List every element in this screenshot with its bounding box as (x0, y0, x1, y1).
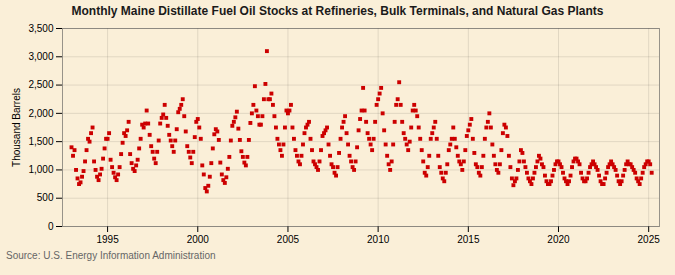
svg-text:2000: 2000 (187, 234, 210, 245)
svg-text:0: 0 (48, 221, 54, 232)
svg-text:2005: 2005 (277, 234, 300, 245)
svg-text:2,500: 2,500 (28, 79, 53, 90)
svg-text:Thousand Barrels: Thousand Barrels (11, 88, 22, 167)
svg-text:3,000: 3,000 (28, 51, 53, 62)
svg-text:500: 500 (37, 192, 54, 203)
svg-text:1,500: 1,500 (28, 136, 53, 147)
svg-text:1,000: 1,000 (28, 164, 53, 175)
svg-text:2015: 2015 (457, 234, 480, 245)
svg-text:3,500: 3,500 (28, 23, 53, 34)
html-text:Source: U.S. Energy Informatio: Source: U.S. Energy Information Administ… (6, 250, 216, 261)
svg-text:2020: 2020 (547, 234, 570, 245)
svg-text:2025: 2025 (638, 234, 661, 245)
svg-text:1995: 1995 (96, 234, 119, 245)
html-text:Monthly Maine Distillate Fuel: Monthly Maine Distillate Fuel Oil Stocks… (71, 4, 604, 18)
svg-text:2010: 2010 (367, 234, 390, 245)
svg-text:2,000: 2,000 (28, 108, 53, 119)
